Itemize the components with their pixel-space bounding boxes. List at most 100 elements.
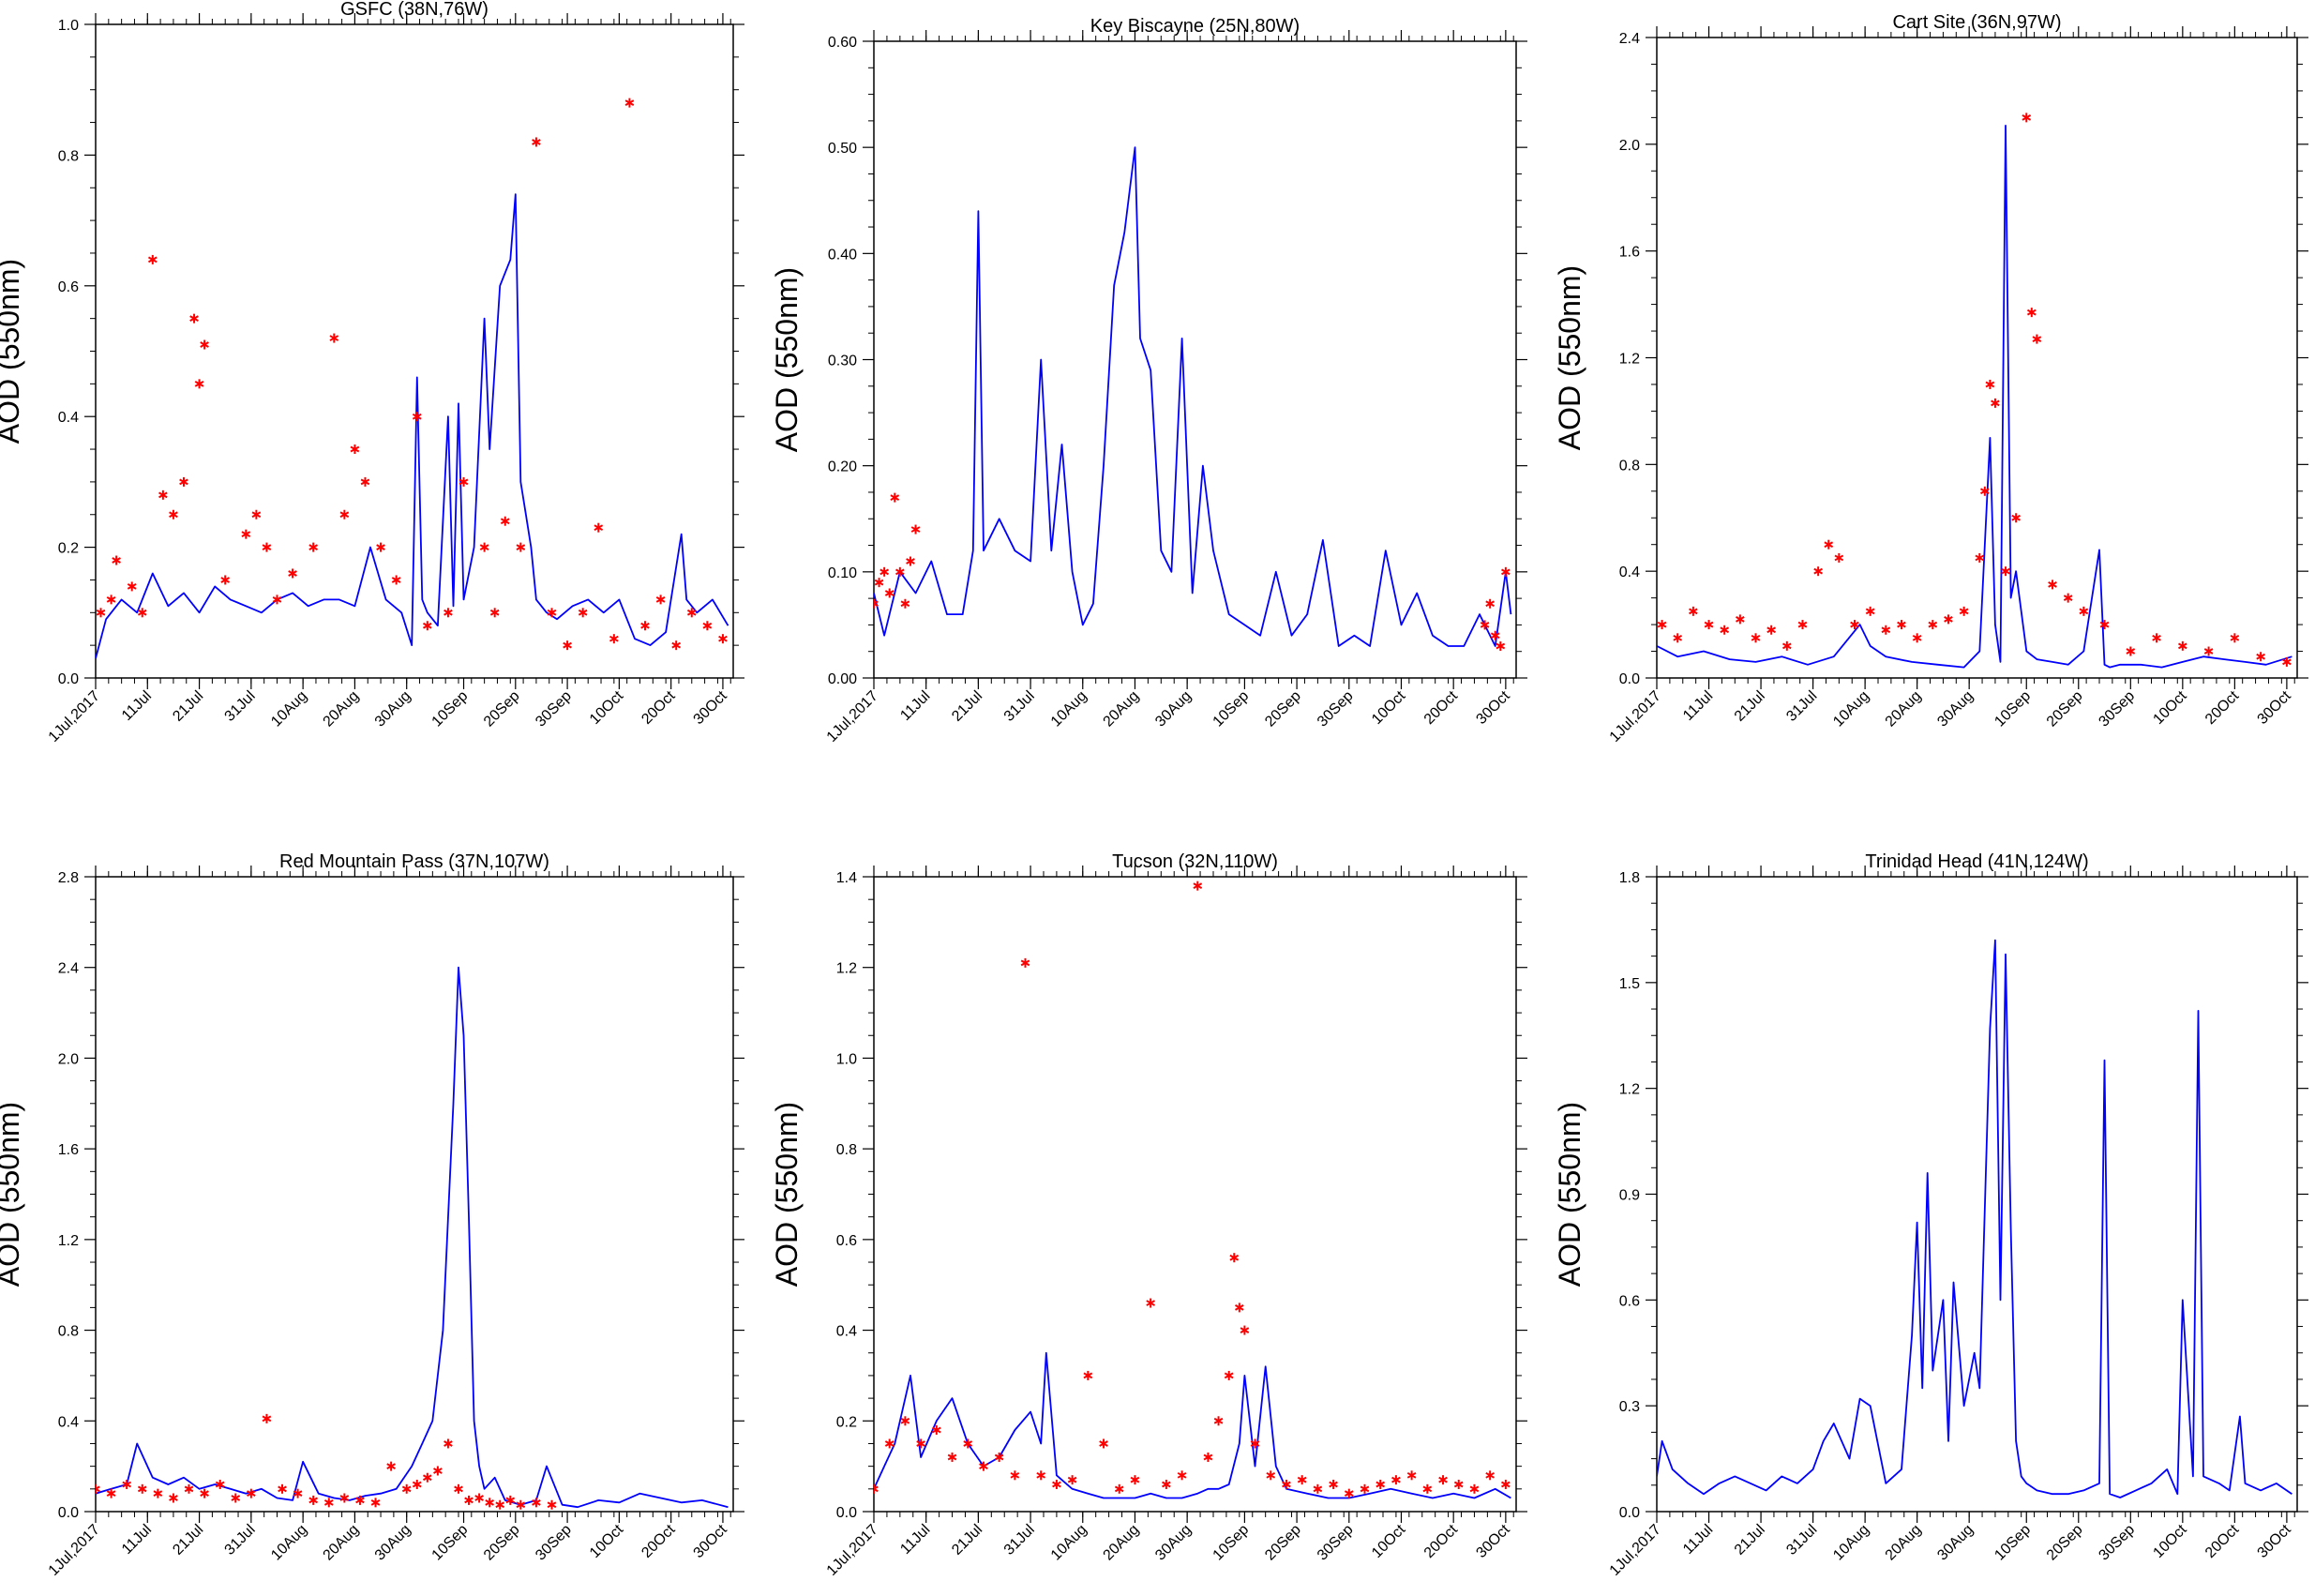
observed-aod-point	[900, 1416, 910, 1426]
model-aod-line	[1657, 124, 2292, 669]
x-tick-label: 21Jul	[1732, 688, 1768, 725]
observed-aod-point	[262, 542, 272, 552]
observed-aod-point	[241, 529, 251, 539]
x-tick-label: 31Jul	[1783, 1522, 1820, 1558]
y-tick-label: 0.2	[58, 541, 79, 557]
x-tick-label: 10Oct	[587, 1521, 627, 1561]
x-tick-label: 20Aug	[321, 1522, 363, 1564]
observed-aod-point	[979, 1461, 988, 1471]
observed-aod-point	[2001, 566, 2010, 577]
y-tick-label: 0.2	[836, 1414, 857, 1430]
model-aod-line	[874, 146, 1512, 647]
x-tick-label: 11Jul	[119, 1522, 155, 1558]
observed-aod-point	[1282, 1479, 1291, 1489]
x-tick-label: 11Jul	[119, 688, 155, 724]
observed-aod-point	[169, 1493, 178, 1503]
x-tick-label: 1Jul,2017	[824, 688, 881, 745]
chart-panel-4: Red Mountain Pass (37N,107W) AOD (550nm) 0…	[0, 851, 744, 1579]
observed-aod-point	[1329, 1479, 1338, 1489]
observed-aod-point	[874, 578, 884, 588]
x-tick-label: 11Jul	[1680, 688, 1716, 724]
x-tick-label: 10Sep	[1210, 1522, 1252, 1564]
observed-aod-point	[1985, 379, 1995, 389]
x-tick-label: 20Oct	[639, 687, 679, 728]
observed-aod-point	[547, 608, 557, 618]
observed-aod-point	[96, 1483, 100, 1494]
y-tick-label: 0.0	[1619, 671, 1640, 687]
x-tick-label: 10Sep	[1992, 688, 2034, 730]
x-tick-label: 20Sep	[481, 1522, 523, 1564]
x-tick-label: 1Jul,2017	[824, 1522, 881, 1579]
observed-aod-point	[1203, 1452, 1213, 1462]
observed-aod-point	[2152, 633, 2161, 643]
x-tick-label: 20Sep	[1262, 1522, 1304, 1564]
x-tick-label: 10Oct	[1369, 1521, 1409, 1561]
x-tick-label: 30Sep	[1315, 688, 1357, 730]
x-tick-label: 20Sep	[2044, 688, 2086, 730]
y-tick-label: 0.60	[828, 35, 857, 51]
observed-aod-point	[323, 1498, 334, 1508]
y-tick-label: 1.5	[1619, 976, 1640, 992]
x-tick-label: 20Sep	[1262, 688, 1304, 730]
observed-aod-point	[2126, 646, 2136, 656]
observed-aod-point	[1897, 620, 1906, 630]
x-tick-label: 20Oct	[1421, 687, 1462, 728]
y-tick-label: 1.6	[1619, 245, 1640, 261]
observed-aod-point	[2022, 113, 2032, 123]
y-tick-label: 0.9	[1619, 1188, 1640, 1204]
observed-aod-point	[355, 1495, 365, 1505]
x-tick-label: 20Oct	[639, 1521, 679, 1561]
observed-aod-point	[874, 1483, 879, 1494]
x-tick-label: 21Jul	[170, 1522, 206, 1558]
y-tick-label: 0.3	[1619, 1399, 1640, 1415]
x-tick-label: 20Oct	[2202, 687, 2243, 728]
plot-frame	[1656, 37, 2298, 679]
observed-aod-point	[931, 1424, 941, 1435]
x-tick-label: 31Jul	[1001, 688, 1038, 725]
y-tick-label: 2.8	[58, 870, 79, 886]
y-axis-label: AOD (550nm)	[0, 259, 25, 444]
chart-panel-6: Trinidad Head (41N,124W) AOD (550nm) 0.0 0.…	[1553, 851, 2308, 1579]
x-tick-label: 21Jul	[170, 688, 206, 725]
chart-title: Cart Site (36N,97W)	[1892, 12, 2061, 33]
model-aod-line	[1657, 939, 2292, 1498]
observed-aod-point	[1751, 633, 1761, 643]
observed-aod-point	[547, 1499, 557, 1510]
observed-aod-point	[454, 1483, 463, 1494]
x-tick-label: 20Aug	[1883, 1522, 1925, 1564]
x-tick-label: 1Jul,2017	[46, 1522, 103, 1579]
y-tick-label: 0.0	[1619, 1505, 1640, 1521]
observed-aod-point	[106, 1488, 116, 1498]
plot-frame	[873, 40, 1517, 679]
observed-aod-point	[194, 379, 204, 389]
y-tick-label: 0.4	[1619, 565, 1640, 580]
chart-panel-3: Cart Site (36N,97W) AOD (550nm) 0.0 0.4 0.8 1…	[1553, 12, 2308, 745]
observed-aod-point	[137, 1483, 147, 1494]
observed-aod-point	[1485, 598, 1496, 609]
observed-aod-point	[640, 621, 650, 631]
observed-aod-point	[884, 1438, 894, 1449]
observed-aod-point	[516, 542, 526, 552]
y-axis-label: AOD (550nm)	[770, 267, 804, 452]
y-tick-label: 0.8	[836, 1142, 857, 1158]
observed-aod-point	[1313, 1483, 1323, 1494]
x-tick-label: 30Aug	[1152, 1522, 1195, 1564]
observed-aod-point	[1480, 620, 1490, 630]
observed-aod-point	[1266, 1470, 1276, 1481]
y-tick-label: 0.0	[58, 1505, 79, 1521]
observed-aod-point	[1720, 625, 1730, 635]
observed-aod-point	[153, 1488, 163, 1498]
x-tick-label: 11Jul	[897, 1522, 933, 1558]
x-tick-label: 20Aug	[1101, 688, 1143, 730]
observed-aod-point	[1689, 606, 1698, 616]
x-tick-label: 10Sep	[429, 688, 472, 730]
x-tick-label: 1Jul,2017	[1607, 1522, 1664, 1579]
plot-area	[874, 146, 1512, 652]
observed-aod-point	[262, 1413, 272, 1423]
observed-aod-point	[1406, 1470, 1417, 1481]
observed-aod-point	[1177, 1470, 1187, 1481]
observed-aod-point	[1052, 1479, 1061, 1489]
observed-aod-point	[485, 1498, 495, 1508]
observed-aod-point	[2079, 606, 2089, 616]
observed-aod-point	[1438, 1475, 1448, 1485]
